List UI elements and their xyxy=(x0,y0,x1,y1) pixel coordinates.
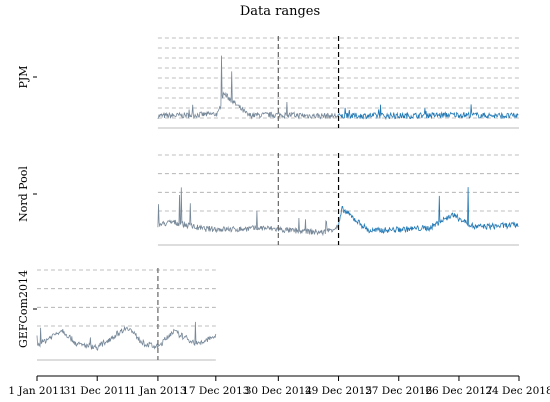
series-train xyxy=(157,187,339,237)
x-tick-label: 24 Dec 2018 xyxy=(485,385,550,397)
x-tick-label: 31 Dec 2011 xyxy=(64,385,131,397)
panels: PJM Nord Pool GEFCom2014 xyxy=(17,36,519,361)
series-train xyxy=(157,55,339,120)
series-train xyxy=(36,321,217,351)
panel-pjm: PJM xyxy=(17,36,519,129)
dataset-label: Nord Pool xyxy=(17,166,30,222)
panel-nord-pool: Nord Pool xyxy=(17,153,519,246)
x-tick-label: 1 Jan 2011 xyxy=(8,385,65,397)
series-test xyxy=(338,104,519,121)
x-tick-label: 26 Dec 2017 xyxy=(425,385,492,397)
x-tick-label: 27 Dec 2016 xyxy=(365,385,433,397)
dataset-label: GEFCom2014 xyxy=(17,270,30,348)
x-tick-label: 29 Dec 2015 xyxy=(305,385,372,397)
chart-title: Data ranges xyxy=(240,4,320,19)
x-tick-label: 30 Dec 2014 xyxy=(245,385,313,397)
dataset-label: PJM xyxy=(17,65,30,88)
series-test xyxy=(338,187,519,235)
x-tick-label: 1 Jan 2013 xyxy=(129,385,186,397)
x-tick-label: 17 Dec 2013 xyxy=(182,385,249,397)
panel-gefcom2014: GEFCom2014 xyxy=(17,268,217,361)
